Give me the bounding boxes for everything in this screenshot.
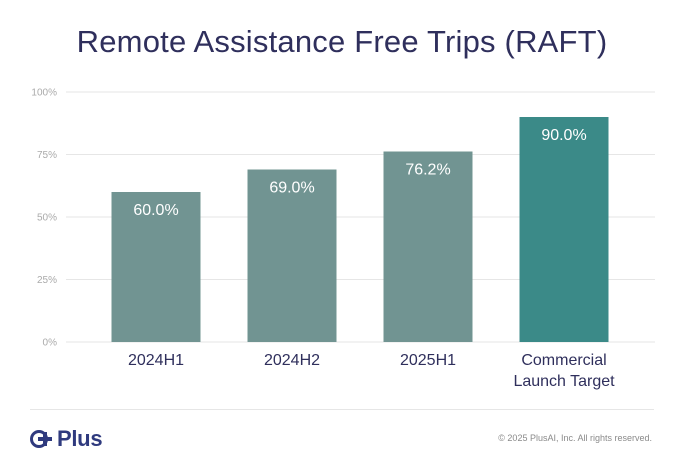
- bar: [519, 117, 609, 342]
- bar: [247, 169, 337, 342]
- copyright-text: © 2025 PlusAI, Inc. All rights reserved.: [498, 433, 652, 443]
- bar-value-label: 69.0%: [269, 180, 314, 197]
- bar-value-label: 90.0%: [541, 127, 586, 144]
- x-category-label: Launch Target: [513, 373, 615, 390]
- bar-value-label: 76.2%: [405, 162, 450, 179]
- y-tick-label: 50%: [37, 213, 57, 224]
- y-tick-label: 0%: [43, 338, 58, 349]
- chart-title: Remote Assistance Free Trips (RAFT): [76, 24, 608, 59]
- x-category-label: 2024H1: [128, 352, 184, 369]
- y-tick-label: 25%: [37, 275, 57, 286]
- plus-logo-icon: [30, 430, 52, 448]
- logo-text: Plus: [57, 426, 103, 451]
- bar-value-label: 60.0%: [133, 202, 178, 219]
- plus-logo: Plus: [30, 426, 103, 452]
- x-category-label: 2024H2: [264, 352, 320, 369]
- bar: [111, 192, 201, 342]
- bar-chart: 0% 25% 50% 75% 100% 60.0% 2024H1 69.0% 2024H2 76.…: [31, 88, 655, 390]
- footer-divider: [30, 409, 654, 410]
- y-tick-label: 75%: [37, 150, 57, 161]
- y-tick-label: 100%: [31, 88, 57, 99]
- x-category-label: 2025H1: [400, 352, 456, 369]
- bar: [383, 151, 473, 342]
- x-category-label: Commercial: [521, 352, 606, 369]
